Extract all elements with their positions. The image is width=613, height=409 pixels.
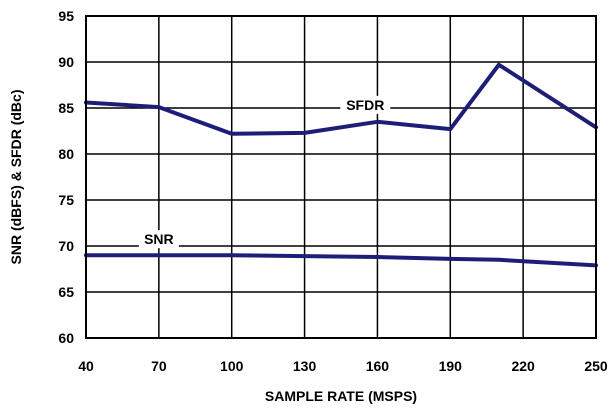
y-tick-label: 90 [58,54,74,70]
y-tick-label: 85 [58,100,74,116]
x-tick-label: 40 [78,358,94,374]
y-axis-title: SNR (dBFS) & SFDR (dBc) [8,90,24,265]
y-tick-label: 95 [58,8,74,24]
x-tick-labels: 40 70 100 130 160 190 220 250 [78,358,608,374]
y-tick-labels: 60 65 70 75 80 85 90 95 [58,8,74,346]
series-label-bg [340,95,391,114]
x-tick-label: 220 [511,358,535,374]
series-line-snr [84,253,598,268]
series-line-sfdr [84,62,598,136]
y-tick-label: 75 [58,192,74,208]
series-label-snr: SNR [144,231,174,247]
x-axis-title: SAMPLE RATE (MSPS) [265,388,417,404]
y-tick-label: 65 [58,284,74,300]
series-label-sfdr: SFDR [346,97,384,113]
y-tick-label: 70 [58,238,74,254]
x-tick-label: 100 [220,358,244,374]
series-label-bg [138,230,179,249]
series-lines: SFDR SNR [84,62,598,268]
y-tick-label: 60 [58,330,74,346]
x-tick-label: 130 [293,358,317,374]
x-tick-label: 70 [151,358,167,374]
y-tick-label: 80 [58,146,74,162]
x-tick-label: 160 [366,358,390,374]
grid [85,15,597,339]
plot-frame [85,15,597,339]
x-tick-label: 190 [439,358,463,374]
x-tick-label: 250 [584,358,608,374]
